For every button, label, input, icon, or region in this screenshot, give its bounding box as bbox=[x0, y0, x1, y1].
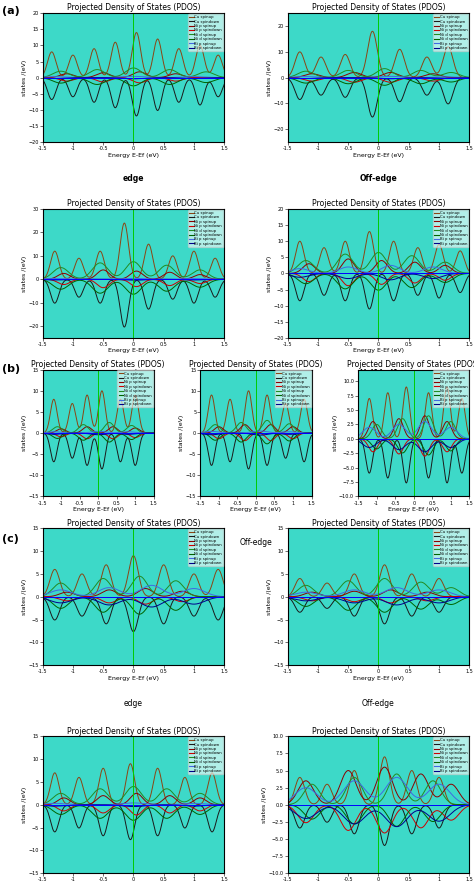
Title: Projected Density of States (PDOS): Projected Density of States (PDOS) bbox=[67, 519, 200, 527]
Y-axis label: states /(eV): states /(eV) bbox=[22, 415, 27, 452]
Legend: Cu spinup, Cu spindown, Ni p spinup, Ni p spindown, Ni d spinup, Ni d spindown, : Cu spinup, Cu spindown, Ni p spinup, Ni … bbox=[188, 737, 223, 774]
Title: Projected Density of States (PDOS): Projected Density of States (PDOS) bbox=[312, 519, 445, 527]
X-axis label: Energy E-Ef (eV): Energy E-Ef (eV) bbox=[353, 348, 404, 354]
Legend: Cu spinup, Cu spindown, Ni p spinup, Ni p spindown, Ni d spinup, Ni d spindown, : Cu spinup, Cu spindown, Ni p spinup, Ni … bbox=[433, 14, 468, 51]
Title: Projected Density of States (PDOS): Projected Density of States (PDOS) bbox=[67, 199, 200, 208]
Y-axis label: states /(eV): states /(eV) bbox=[267, 255, 272, 292]
Legend: Cu spinup, Cu spindown, Ni p spinup, Ni p spindown, Ni d spinup, Ni d spindown, : Cu spinup, Cu spindown, Ni p spinup, Ni … bbox=[433, 370, 468, 407]
Title: Projected Density of States (PDOS): Projected Density of States (PDOS) bbox=[31, 360, 165, 369]
Title: Projected Density of States (PDOS): Projected Density of States (PDOS) bbox=[189, 360, 323, 369]
Text: (a): (a) bbox=[2, 6, 20, 16]
Text: Off-edge: Off-edge bbox=[239, 538, 273, 547]
Title: Projected Density of States (PDOS): Projected Density of States (PDOS) bbox=[67, 727, 200, 736]
Text: edge: edge bbox=[124, 699, 143, 708]
X-axis label: Energy E-Ef (eV): Energy E-Ef (eV) bbox=[388, 507, 439, 512]
X-axis label: Energy E-Ef (eV): Energy E-Ef (eV) bbox=[108, 153, 159, 158]
Text: edge: edge bbox=[89, 538, 108, 547]
Legend: Cu spinup, Cu spindown, Ni p spinup, Ni p spindown, Ni d spinup, Ni d spindown, : Cu spinup, Cu spindown, Ni p spinup, Ni … bbox=[118, 370, 153, 407]
Legend: Cu spinup, Cu spindown, Ni p spinup, Ni p spindown, Ni d spinup, Ni d spindown, : Cu spinup, Cu spindown, Ni p spinup, Ni … bbox=[433, 210, 468, 247]
Y-axis label: states /(eV): states /(eV) bbox=[22, 787, 27, 823]
X-axis label: Energy E-Ef (eV): Energy E-Ef (eV) bbox=[230, 507, 282, 512]
X-axis label: Energy E-Ef (eV): Energy E-Ef (eV) bbox=[73, 507, 124, 512]
Y-axis label: states /(eV): states /(eV) bbox=[267, 59, 272, 96]
Title: Projected Density of States (PDOS): Projected Density of States (PDOS) bbox=[312, 199, 445, 208]
Text: Off-edge: Off-edge bbox=[362, 699, 395, 708]
Title: Projected Density of States (PDOS): Projected Density of States (PDOS) bbox=[347, 360, 474, 369]
Legend: Cu spinup, Cu spindown, Ni p spinup, Ni p spindown, Ni d spinup, Ni d spindown, : Cu spinup, Cu spindown, Ni p spinup, Ni … bbox=[433, 737, 468, 774]
X-axis label: Energy E-Ef (eV): Energy E-Ef (eV) bbox=[108, 676, 159, 681]
Text: edge: edge bbox=[123, 174, 144, 183]
Y-axis label: states /(eV): states /(eV) bbox=[262, 787, 267, 823]
X-axis label: Energy E-Ef (eV): Energy E-Ef (eV) bbox=[353, 153, 404, 158]
Y-axis label: states /(eV): states /(eV) bbox=[267, 579, 272, 615]
Y-axis label: states /(eV): states /(eV) bbox=[333, 415, 337, 452]
Text: Off-edge: Off-edge bbox=[360, 174, 397, 183]
Y-axis label: states /(eV): states /(eV) bbox=[22, 579, 27, 615]
Y-axis label: states /(eV): states /(eV) bbox=[22, 255, 27, 292]
Legend: Cu spinup, Cu spindown, Ni p spinup, Ni p spindown, Ni d spinup, Ni d spindown, : Cu spinup, Cu spindown, Ni p spinup, Ni … bbox=[188, 14, 223, 51]
X-axis label: Energy E-Ef (eV): Energy E-Ef (eV) bbox=[108, 348, 159, 354]
Legend: Cu spinup, Cu spindown, Ni p spinup, Ni p spindown, Ni d spinup, Ni d spindown, : Cu spinup, Cu spindown, Ni p spinup, Ni … bbox=[188, 529, 223, 566]
Title: Projected Density of States (PDOS): Projected Density of States (PDOS) bbox=[312, 4, 445, 12]
Text: Half-half: Half-half bbox=[398, 538, 430, 547]
Y-axis label: states /(eV): states /(eV) bbox=[180, 415, 184, 452]
Legend: Cu spinup, Cu spindown, Ni p spinup, Ni p spindown, Ni d spinup, Ni d spindown, : Cu spinup, Cu spindown, Ni p spinup, Ni … bbox=[275, 370, 311, 407]
Title: Projected Density of States (PDOS): Projected Density of States (PDOS) bbox=[312, 727, 445, 736]
Legend: Cu spinup, Cu spindown, Ni p spinup, Ni p spindown, Ni d spinup, Ni d spindown, : Cu spinup, Cu spindown, Ni p spinup, Ni … bbox=[433, 529, 468, 566]
Text: (b): (b) bbox=[2, 364, 20, 374]
Text: center: center bbox=[119, 370, 147, 378]
Text: Half-half: Half-half bbox=[360, 370, 397, 378]
Text: (c): (c) bbox=[2, 534, 19, 543]
Legend: Cu spinup, Cu spindown, Ni p spinup, Ni p spindown, Ni d spinup, Ni d spindown, : Cu spinup, Cu spindown, Ni p spinup, Ni … bbox=[188, 210, 223, 247]
Y-axis label: states /(eV): states /(eV) bbox=[22, 59, 27, 96]
X-axis label: Energy E-Ef (eV): Energy E-Ef (eV) bbox=[353, 676, 404, 681]
Title: Projected Density of States (PDOS): Projected Density of States (PDOS) bbox=[67, 4, 200, 12]
